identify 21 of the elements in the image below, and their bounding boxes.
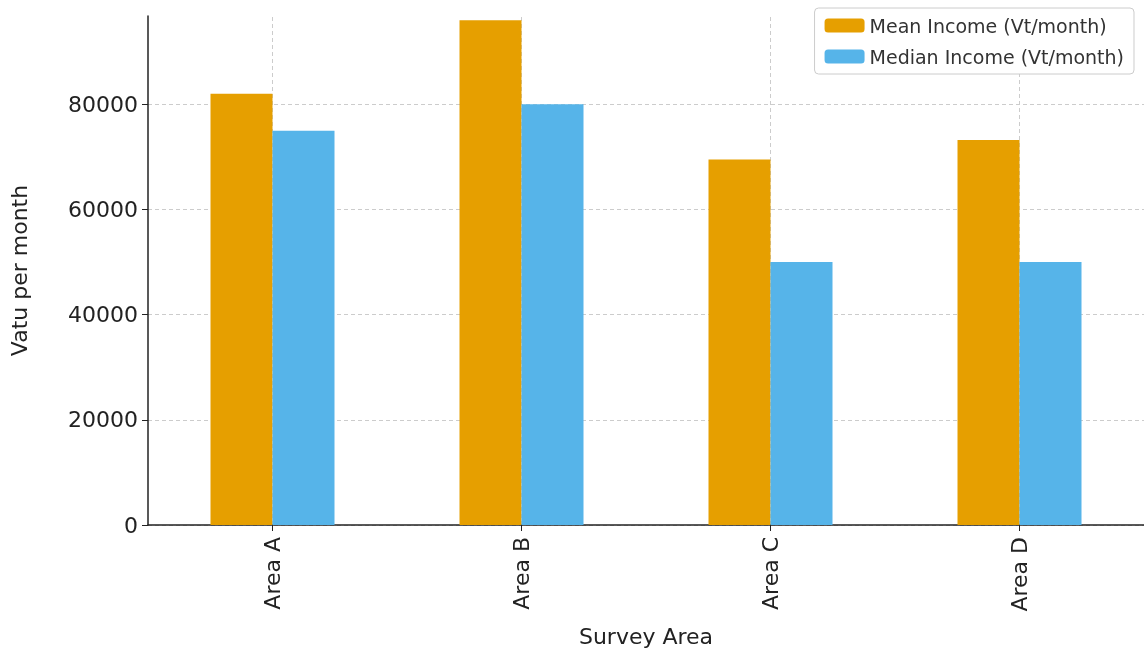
x-tick-label: Area C bbox=[758, 537, 783, 610]
y-tick-label: 40000 bbox=[68, 302, 138, 328]
x-tick-label: Area A bbox=[260, 537, 285, 610]
legend-label: Median Income (Vt/month) bbox=[869, 45, 1125, 68]
x-tick-label: Area D bbox=[1007, 537, 1032, 612]
bar bbox=[272, 130, 335, 525]
y-axis-title: Vatu per month bbox=[6, 184, 32, 357]
x-tick-label: Area B bbox=[509, 537, 534, 610]
bar bbox=[957, 140, 1020, 525]
legend-label: Mean Income (Vt/month) bbox=[869, 14, 1107, 37]
y-tick-label: 80000 bbox=[68, 91, 138, 117]
bar bbox=[708, 159, 771, 525]
bar bbox=[210, 93, 273, 525]
y-tick-label: 0 bbox=[124, 512, 138, 538]
y-tick-label: 60000 bbox=[68, 197, 138, 222]
bar bbox=[521, 104, 584, 525]
x-axis-title: Survey Area bbox=[578, 623, 714, 649]
bar bbox=[770, 262, 833, 525]
bar bbox=[459, 20, 522, 525]
bar bbox=[1019, 262, 1082, 525]
y-tick-label: 20000 bbox=[68, 407, 138, 433]
